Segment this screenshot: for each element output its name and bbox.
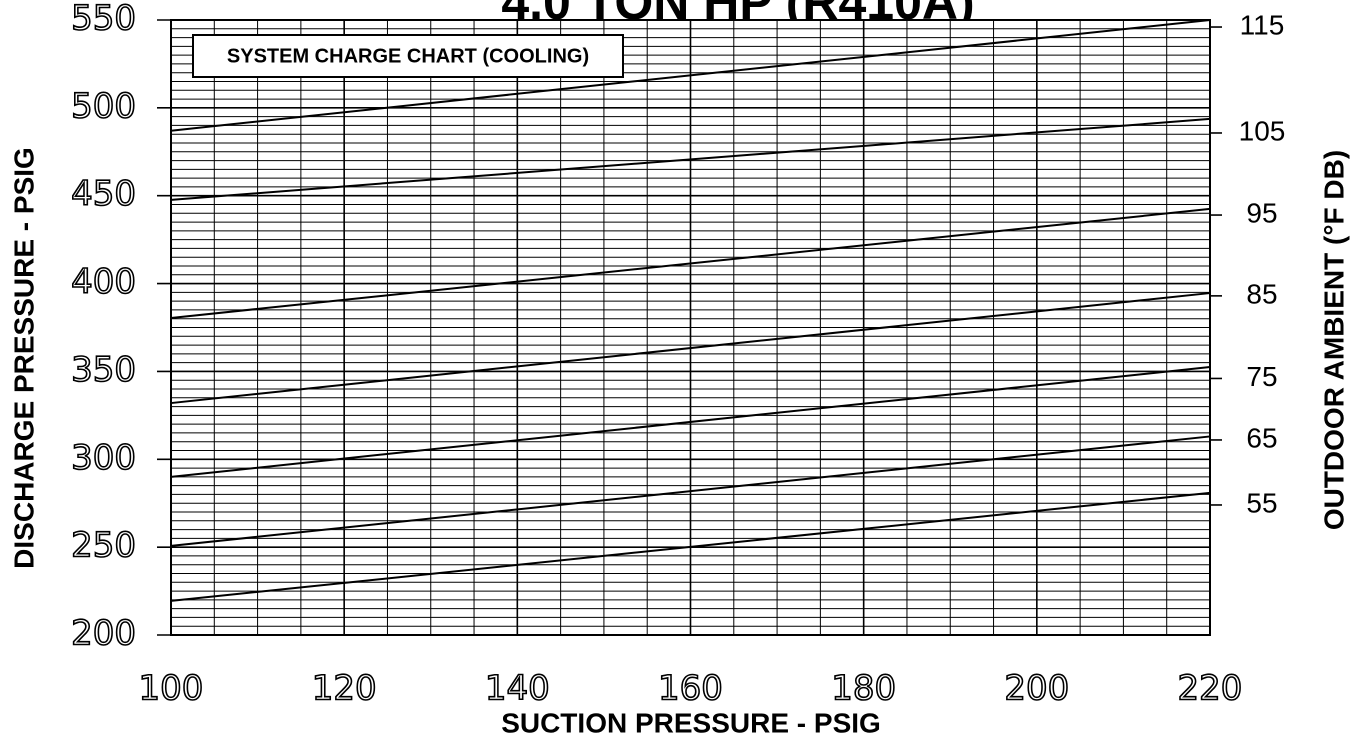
- y2-tick-label: 75: [1246, 361, 1277, 392]
- y2-tick-label: 55: [1246, 487, 1277, 518]
- y-tick-label: 550: [71, 0, 136, 39]
- y-tick-label: 350: [71, 350, 136, 390]
- series-line: [170, 117, 1211, 201]
- x-axis-label: SUCTION PRESSURE - PSIG: [501, 707, 881, 738]
- series-line: [170, 435, 1211, 547]
- y2-tick-label: 105: [1239, 115, 1286, 146]
- plot-frame: [170, 19, 1211, 636]
- annotation-box: [192, 34, 624, 78]
- series-line: [170, 292, 1211, 405]
- y2-tick-label: 85: [1246, 278, 1277, 309]
- y-tick-label: 500: [71, 86, 136, 126]
- x-tick-label: 140: [485, 669, 550, 709]
- series-line: [170, 19, 1211, 132]
- annotation: SYSTEM CHARGE CHART (COOLING): [227, 45, 589, 67]
- series-line: [170, 366, 1211, 478]
- y-tick-label: 450: [71, 174, 136, 214]
- x-tick-label: 200: [1004, 669, 1069, 709]
- y-tick-label: 400: [71, 262, 136, 302]
- y-tick-label: 300: [71, 438, 136, 478]
- x-tick-label: 220: [1178, 669, 1243, 709]
- y-tick-label: 250: [71, 526, 136, 566]
- y2-axis-label: OUTDOOR AMBIENT (°F DB): [1318, 150, 1349, 530]
- series-line: [170, 491, 1211, 602]
- x-tick-label: 180: [831, 669, 896, 709]
- y2-tick-label: 65: [1246, 422, 1277, 453]
- series-line: [170, 207, 1211, 320]
- x-tick-label: 160: [658, 669, 723, 709]
- x-tick-label: 120: [312, 669, 377, 709]
- y-axis-label: DISCHARGE PRESSURE - PSIG: [8, 147, 39, 569]
- y2-tick-label: 115: [1240, 9, 1285, 40]
- x-tick-label: 100: [139, 669, 204, 709]
- y-tick-label: 200: [71, 614, 136, 654]
- y2-tick-label: 95: [1246, 197, 1277, 228]
